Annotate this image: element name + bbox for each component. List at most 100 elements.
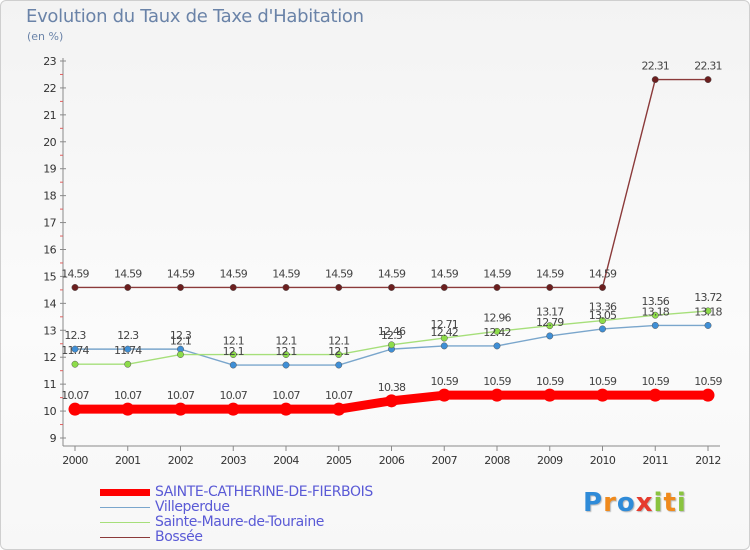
- series-point: [335, 351, 343, 358]
- legend-label: Villeperdue: [155, 499, 230, 515]
- series-point: [543, 388, 557, 402]
- data-label: 14.59: [378, 267, 406, 280]
- y-tick-label: 15: [43, 270, 56, 283]
- series-point: [282, 284, 290, 291]
- x-tick-label: 2009: [537, 454, 563, 467]
- legend-label: Bossée: [155, 529, 203, 545]
- data-label: 10.59: [589, 375, 617, 388]
- data-label: 12.96: [483, 311, 511, 324]
- data-label: 13.05: [589, 309, 617, 322]
- x-axis-ticks: 2000 2001 2002 2003 2004 2005 2006 2007 2008 2009…: [62, 446, 721, 467]
- logo-letter: i: [653, 488, 664, 518]
- series-point: [440, 334, 448, 342]
- data-label: 12.3: [64, 329, 86, 342]
- data-label: 12.1: [328, 335, 349, 348]
- data-label: 13.18: [642, 305, 670, 318]
- y-tick-label: 22: [43, 82, 56, 95]
- series-point: [229, 284, 237, 291]
- data-label: 10.59: [642, 375, 670, 388]
- series-point: [596, 388, 609, 402]
- series-point: [335, 361, 343, 369]
- y-tick-label: 13: [43, 324, 56, 337]
- series-point: [704, 321, 712, 329]
- legend-swatch: [100, 507, 150, 508]
- proxiti-logo: Proxiti: [583, 488, 687, 518]
- series-point: [546, 284, 554, 291]
- series-point: [651, 321, 659, 329]
- data-label: 12.42: [431, 326, 459, 339]
- logo-letter: P: [583, 488, 604, 518]
- series-point: [648, 388, 662, 402]
- data-label: 12.1: [275, 345, 296, 358]
- data-label: 12.46: [378, 325, 406, 338]
- y-tick-label: 17: [43, 217, 56, 230]
- series-point: [388, 284, 395, 291]
- series-group: [68, 76, 715, 416]
- series-point: [437, 388, 451, 402]
- series-point: [226, 402, 240, 416]
- y-tick-label: 20: [43, 136, 56, 149]
- data-label: 10.07: [61, 389, 89, 402]
- x-tick-label: 2000: [62, 454, 88, 467]
- series-point: [493, 342, 501, 350]
- data-label: 22.31: [694, 60, 722, 73]
- y-tick-label: 9: [50, 432, 57, 445]
- legend-label: SAINTE-CATHERINE-DE-FIERBOIS: [155, 484, 373, 500]
- series-point: [121, 402, 135, 416]
- y-tick-label: 18: [43, 190, 56, 203]
- series-point: [177, 351, 184, 358]
- chart-subtitle: (en %): [27, 30, 64, 43]
- data-label: 14.59: [325, 267, 353, 280]
- x-tick-label: 2008: [484, 454, 510, 467]
- legend-swatch: [100, 537, 150, 538]
- series-point: [124, 345, 132, 353]
- series-point: [493, 284, 501, 291]
- x-tick-label: 2004: [273, 454, 299, 467]
- y-tick-label: 16: [43, 244, 56, 257]
- data-label: 12.1: [223, 335, 244, 348]
- series-point: [229, 351, 237, 358]
- series-point: [177, 284, 184, 291]
- data-label: 10.59: [536, 375, 564, 388]
- y-tick-label: 23: [43, 55, 56, 68]
- data-label: 14.59: [431, 267, 459, 280]
- series-point: [651, 311, 659, 319]
- data-label: 13.56: [642, 295, 670, 308]
- data-label: 12.1: [275, 335, 296, 348]
- x-tick-label: 2010: [590, 454, 616, 467]
- x-tick-label: 2006: [379, 454, 405, 467]
- legend-label: Sainte-Maure-de-Touraine: [155, 514, 325, 530]
- data-label: 12.79: [536, 316, 564, 329]
- y-tick-label: 12: [43, 351, 56, 364]
- series-point: [385, 394, 398, 408]
- data-label: 12.3: [381, 329, 403, 342]
- data-label: 10.38: [378, 381, 406, 394]
- data-label: 10.07: [220, 389, 248, 402]
- data-label: 14.59: [483, 267, 511, 280]
- y-tick-label: 14: [43, 297, 56, 310]
- data-label: 10.59: [431, 375, 459, 388]
- series-point: [124, 284, 132, 291]
- series-point: [332, 402, 346, 416]
- data-label: 11.74: [114, 344, 142, 357]
- y-tick-label: 10: [43, 405, 56, 418]
- x-tick-label: 2003: [220, 454, 246, 467]
- series-point: [490, 388, 504, 402]
- y-tick-label: 21: [43, 109, 56, 122]
- data-label: 14.59: [220, 267, 248, 280]
- data-label: 12.71: [431, 318, 459, 331]
- series-point: [440, 342, 448, 350]
- series-point: [71, 360, 79, 368]
- data-label: 12.42: [483, 326, 511, 339]
- data-label: 10.59: [694, 375, 722, 388]
- data-label: 12.1: [223, 345, 244, 358]
- data-label: 14.59: [589, 267, 617, 280]
- series-point: [335, 284, 343, 291]
- logo-letter: r: [603, 488, 617, 518]
- data-label: 14.59: [272, 267, 300, 280]
- data-label: 12.3: [170, 329, 192, 342]
- series-line: [74, 78, 709, 289]
- series-point: [124, 360, 132, 368]
